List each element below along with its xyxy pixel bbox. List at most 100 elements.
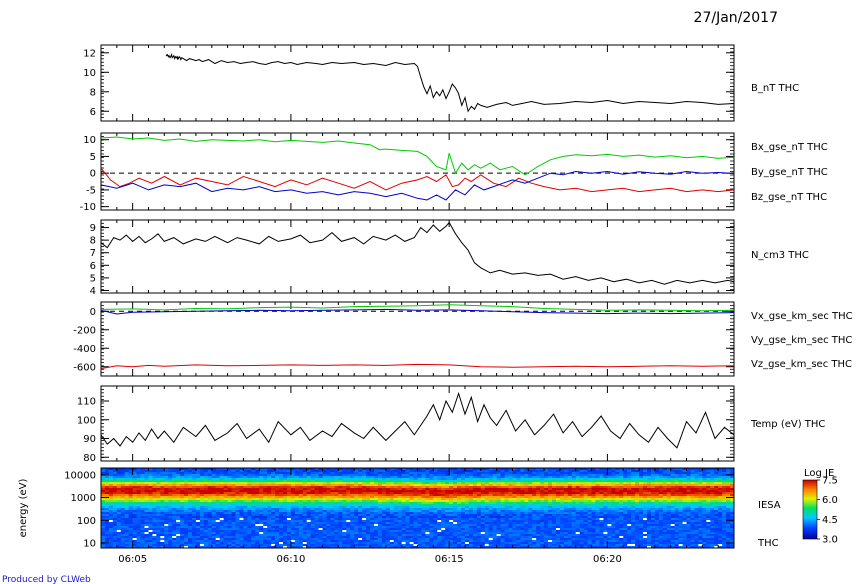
spectrogram-cell — [251, 528, 256, 531]
spectrogram-cell — [421, 534, 427, 537]
spectrogram-cell — [437, 522, 442, 525]
spectrogram-cell — [279, 492, 284, 495]
spectrogram-cell — [267, 472, 272, 475]
spectrogram-cell — [500, 526, 506, 529]
spectrogram-cell — [472, 510, 478, 513]
spectrogram-cell — [366, 482, 371, 485]
spectrogram-cell — [112, 516, 118, 519]
spectrogram-cell — [381, 530, 387, 533]
spectrogram-cell — [271, 472, 276, 475]
spectrogram-cell — [195, 530, 201, 533]
spectrogram-cell — [512, 492, 518, 495]
spectrogram-cell — [500, 512, 506, 515]
spectrogram-cell — [393, 526, 399, 529]
spectrogram-cell — [251, 534, 256, 537]
spectrogram-cell — [354, 480, 359, 483]
spectrogram-cell — [472, 522, 478, 525]
spectrogram-cell — [484, 498, 490, 501]
spectrogram-cell — [203, 468, 209, 471]
spectrogram-cell — [267, 536, 272, 539]
spectrogram-cell — [168, 520, 173, 523]
spectrogram-cell — [112, 474, 118, 477]
spectrogram-cell — [504, 498, 510, 501]
spectrogram-cell — [476, 544, 482, 547]
spectrogram-cell — [366, 510, 371, 513]
spectrogram-cell — [279, 520, 284, 523]
spectrogram-cell — [120, 528, 126, 531]
spectrogram-cell — [199, 488, 205, 491]
spectrogram-cell — [120, 510, 126, 513]
spectrogram-cell — [500, 508, 506, 511]
spectrogram-cell — [251, 506, 256, 509]
spectrogram-cell — [112, 486, 118, 489]
spectrogram-cell — [358, 532, 363, 535]
spectrogram-cell — [144, 540, 150, 543]
spectrogram-cell — [468, 482, 474, 485]
spectrogram-cell — [358, 468, 363, 471]
spectrogram-cell — [484, 544, 490, 547]
spectrogram-cell — [101, 506, 106, 509]
spectrogram-cell — [480, 526, 486, 529]
spectrogram-cell — [464, 476, 470, 479]
spectrogram-cell — [342, 480, 347, 483]
spectrogram-cell — [461, 500, 466, 503]
spectrogram-cell — [239, 494, 245, 497]
spectrogram-cell — [326, 528, 332, 531]
spectrogram-cell — [116, 508, 122, 511]
spectrogram-cell — [429, 540, 434, 543]
spectrogram-cell — [441, 480, 446, 483]
spectrogram-cell — [231, 470, 237, 473]
spectrogram-cell — [148, 542, 154, 545]
spectrogram-cell — [453, 498, 458, 501]
spectrogram-cell — [350, 474, 355, 477]
spectrogram-cell — [488, 512, 494, 515]
spectrogram-cell — [156, 516, 161, 519]
spectrogram-cell — [306, 536, 312, 539]
spectrogram-cell — [259, 478, 264, 481]
spectrogram-cell — [188, 514, 193, 517]
spectrogram-cell — [219, 508, 225, 511]
spectrogram-cell — [188, 488, 193, 491]
spectrogram-cell — [116, 528, 122, 531]
spectrogram-cell — [195, 508, 201, 511]
spectrogram-cell — [275, 524, 280, 527]
spectrogram-cell — [461, 508, 466, 511]
spectrogram-cell — [259, 540, 264, 543]
spectrogram-cell — [322, 532, 328, 535]
spectrogram-cell — [464, 492, 470, 495]
spectrogram-cell — [401, 472, 407, 475]
spectrogram-cell — [350, 496, 355, 499]
spectrogram-cell — [310, 540, 316, 543]
spectrogram-cell — [101, 470, 106, 473]
y-tick-label-temperature: 100 — [77, 415, 96, 426]
spectrogram-cell — [136, 516, 142, 519]
spectrogram-cell — [306, 468, 312, 471]
spectrogram-cell — [370, 474, 375, 477]
spectrogram-cell — [385, 524, 391, 527]
spectrogram-cell — [354, 478, 359, 481]
spectrogram-cell — [409, 498, 415, 501]
spectrogram-cell — [132, 472, 138, 475]
spectrogram-cell — [267, 524, 272, 527]
spectrogram-cell — [370, 536, 375, 539]
spectrogram-cell — [294, 512, 300, 515]
spectrogram-cell — [101, 494, 106, 497]
spectrogram-cell — [176, 494, 181, 497]
spectrogram-cell — [104, 520, 110, 523]
spectrogram-cell — [449, 504, 454, 507]
spectrogram-cell — [326, 478, 332, 481]
spectrogram-cell — [207, 488, 213, 491]
spectrogram-cell — [425, 518, 430, 521]
spectrogram-cell — [476, 510, 482, 513]
spectrogram-cell — [211, 522, 217, 525]
spectrogram-cell — [350, 494, 355, 497]
spectrogram-cell — [385, 516, 391, 519]
spectrogram-cell — [188, 528, 193, 531]
spectrogram-cell — [389, 538, 395, 541]
spectrogram-cell — [433, 482, 438, 485]
spectrogram-cell — [457, 526, 462, 529]
spectrogram-cell — [148, 480, 154, 483]
spectrogram-cell — [362, 500, 367, 503]
spectrogram-cell — [354, 506, 359, 509]
spectrogram-cell — [373, 474, 379, 477]
